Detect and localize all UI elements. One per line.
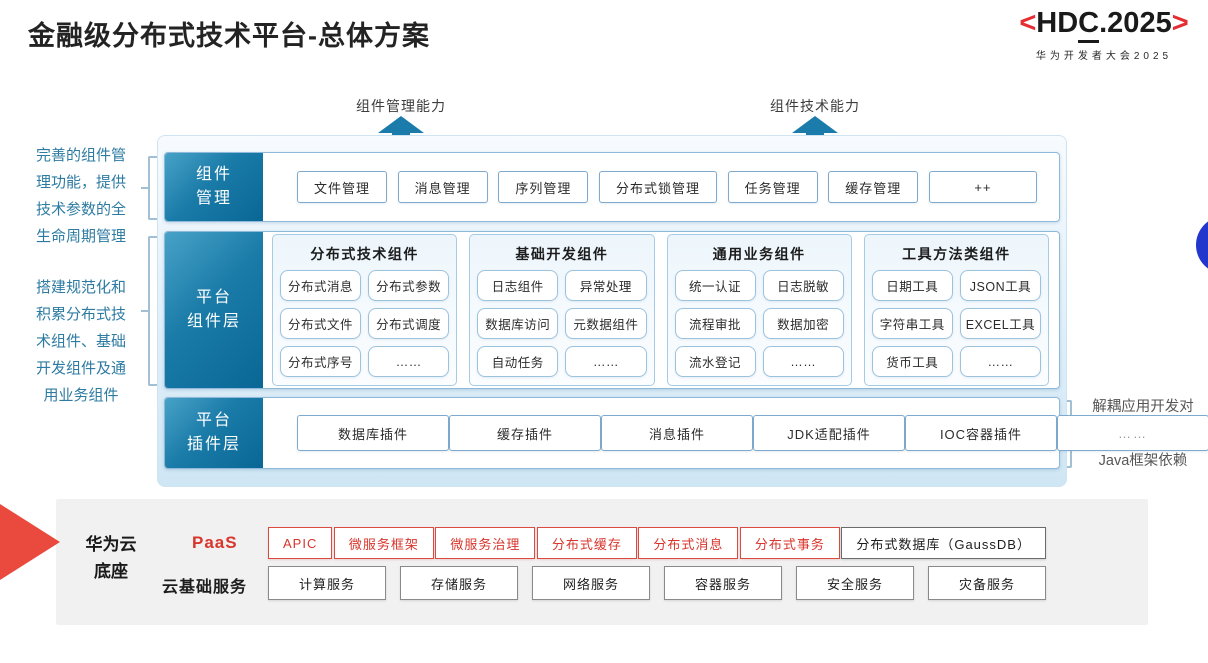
plugin-chip: 缓存插件 (449, 415, 601, 451)
group-chip: 日志脱敏 (762, 270, 844, 301)
group-chip: 数据加密 (762, 308, 844, 339)
layer-platform-components: 平台 组件层 分布式技术组件 分布式消息 分布式参数 分布式文件 分布式调度 分… (164, 231, 1060, 389)
group-chip: 异常处理 (565, 270, 647, 301)
layer-label-component-management: 组件 管理 (165, 153, 263, 221)
group-utility: 工具方法类组件 日期工具 JSON工具 字符串工具 EXCEL工具 货币工具 …… (863, 234, 1049, 386)
layer-items: 数据库插件 缓存插件 消息插件 JDK适配插件 IOC容器插件 …… (263, 398, 1208, 468)
group-common-business: 通用业务组件 统一认证 日志脱敏 流程审批 数据加密 流水登记 …… (666, 234, 852, 386)
mgmt-chip: 缓存管理 (828, 171, 919, 203)
left-bracket-connector (141, 236, 158, 386)
mgmt-chip: 任务管理 (727, 171, 818, 203)
group-chip-more: …… (368, 346, 450, 377)
iaas-chip: 存储服务 (400, 566, 518, 600)
huawei-cloud-panel (56, 499, 1148, 625)
paas-chip: 分布式消息 (638, 527, 739, 559)
group-basic-dev: 基础开发组件 日志组件 异常处理 数据库访问 元数据组件 自动任务 …… (469, 234, 655, 386)
group-chip: 元数据组件 (565, 308, 647, 339)
note-platform-components: 搭建规范化和 积累分布式技 术组件、基础 开发组件及通 用业务组件 (35, 279, 126, 404)
group-chip: JSON工具 (959, 270, 1041, 301)
group-chip: 分布式消息 (280, 270, 362, 301)
logo-close-bracket: > (1171, 7, 1189, 39)
group-distributed-tech: 分布式技术组件 分布式消息 分布式参数 分布式文件 分布式调度 分布式序号 …… (272, 234, 458, 386)
group-chip: 流程审批 (674, 308, 756, 339)
paas-chip: APIC (268, 527, 333, 559)
layer-component-management: 组件 管理 文件管理 消息管理 序列管理 分布式锁管理 任务管理 缓存管理 ++ (164, 152, 1060, 222)
mgmt-chip: 序列管理 (498, 171, 589, 203)
arrow-label-technical: 组件技术能力 (770, 98, 860, 114)
paas-chip: 分布式缓存 (536, 527, 637, 559)
group-chip: 分布式序号 (280, 346, 362, 377)
group-chip: 数据库访问 (477, 308, 559, 339)
huawei-cloud-label: 华为云 底座 (85, 535, 137, 581)
plugin-chip: 数据库插件 (297, 415, 449, 451)
group-chip: EXCEL工具 (959, 308, 1041, 339)
iaas-chip: 安全服务 (796, 566, 914, 600)
cloud-basic-services-label: 云基础服务 (162, 579, 248, 596)
left-bracket-connector (141, 156, 158, 220)
mgmt-chip-more: ++ (928, 171, 1037, 203)
layer-label-platform-plugins: 平台 插件层 (165, 398, 263, 468)
plugin-chip: JDK适配插件 (753, 415, 905, 451)
iaas-chip: 容器服务 (664, 566, 782, 600)
cloud-basic-services: 计算服务 存储服务 网络服务 容器服务 安全服务 灾备服务 (268, 566, 1046, 600)
layer-platform-plugins: 平台 插件层 数据库插件 缓存插件 消息插件 JDK适配插件 IOC容器插件 …… (164, 397, 1208, 469)
paas-label: PaaS (192, 533, 238, 552)
mgmt-chip: 消息管理 (397, 171, 488, 203)
group-chip-more: …… (959, 346, 1041, 377)
plugin-chip-more: …… (1057, 415, 1208, 451)
page-title: 金融级分布式技术平台-总体方案 (28, 21, 430, 51)
hdc-logo-text: < HD C .2025 > (1002, 7, 1206, 43)
group-chip: 日期工具 (871, 270, 953, 301)
hdc-logo: < HD C .2025 > 华为开发者大会2025 (1002, 7, 1206, 62)
group-chip: 货币工具 (871, 346, 953, 377)
mgmt-chip: 文件管理 (297, 171, 388, 203)
component-groups: 分布式技术组件 分布式消息 分布式参数 分布式文件 分布式调度 分布式序号 ……… (263, 232, 1059, 388)
group-chip: 分布式文件 (280, 308, 362, 339)
paas-services: APIC 微服务框架 微服务治理 分布式缓存 分布式消息 分布式事务 分布式数据… (268, 527, 1046, 559)
group-chip: 日志组件 (477, 270, 559, 301)
paas-chip: 微服务框架 (333, 527, 434, 559)
red-arrow-icon (0, 504, 60, 580)
logo-year: .2025 (1099, 7, 1172, 39)
group-chip: 流水登记 (674, 346, 756, 377)
iaas-chip: 灾备服务 (928, 566, 1046, 600)
arrow-label-management: 组件管理能力 (356, 98, 446, 114)
blue-circle-decoration (1196, 216, 1208, 274)
group-chip: 分布式参数 (368, 270, 450, 301)
plugin-chip: 消息插件 (601, 415, 753, 451)
logo-open-bracket: < (1019, 7, 1037, 39)
group-chip: 统一认证 (674, 270, 756, 301)
paas-chip: 分布式事务 (739, 527, 840, 559)
logo-subtitle: 华为开发者大会2025 (1035, 50, 1173, 62)
group-chip: 分布式调度 (368, 308, 450, 339)
paas-chip: 微服务治理 (435, 527, 536, 559)
logo-c-underlined: C (1078, 7, 1100, 43)
group-chip: 字符串工具 (871, 308, 953, 339)
group-chip-more: …… (762, 346, 844, 377)
plugin-chip: IOC容器插件 (905, 415, 1057, 451)
layer-items: 文件管理 消息管理 序列管理 分布式锁管理 任务管理 缓存管理 ++ (263, 153, 1059, 221)
layer-label-platform-components: 平台 组件层 (165, 232, 263, 388)
note-component-management: 完善的组件管 理功能，提供 技术参数的全 生命周期管理 (35, 147, 126, 245)
iaas-chip: 网络服务 (532, 566, 650, 600)
mgmt-chip: 分布式锁管理 (598, 171, 717, 203)
group-chip-more: …… (565, 346, 647, 377)
group-chip: 自动任务 (477, 346, 559, 377)
paas-chip-gaussdb: 分布式数据库（GaussDB） (841, 527, 1046, 559)
logo-hd: HD (1036, 7, 1079, 39)
iaas-chip: 计算服务 (268, 566, 386, 600)
